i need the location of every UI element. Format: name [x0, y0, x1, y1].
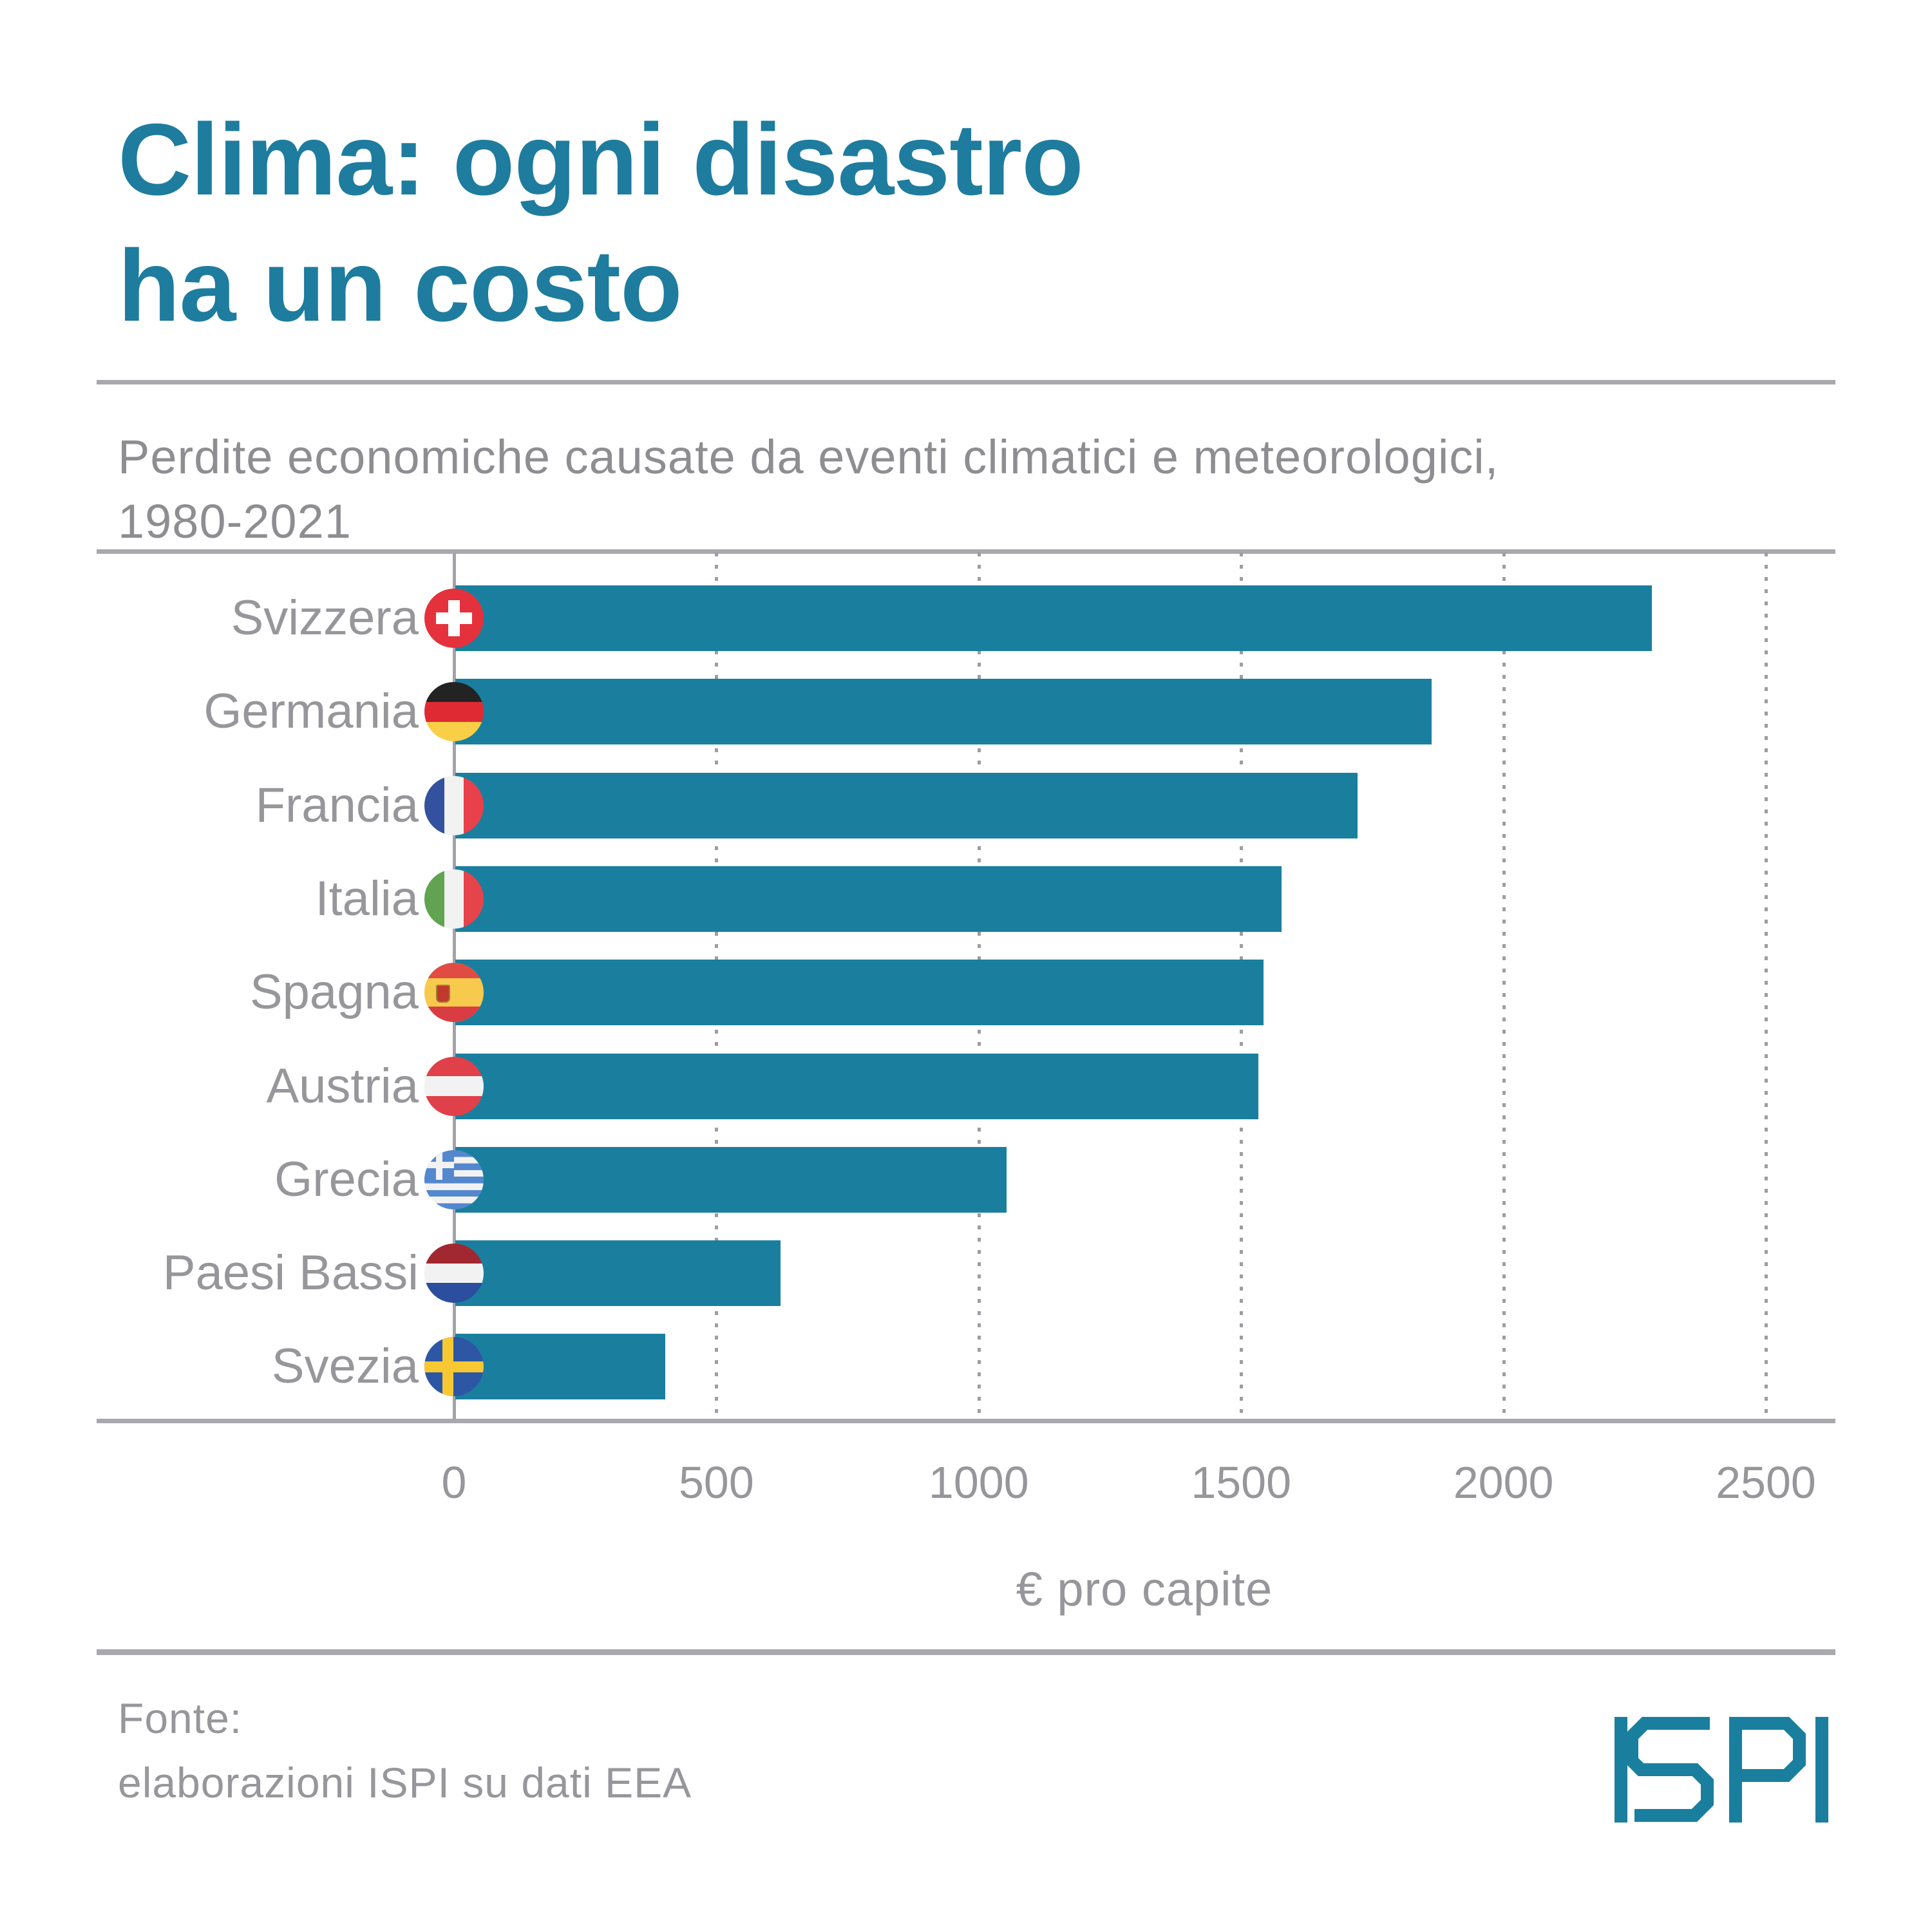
- flag-austria-icon: [424, 1056, 484, 1116]
- flag-spain-icon: [424, 963, 484, 1023]
- plot-top-border: [97, 549, 1835, 554]
- footer-divider: [97, 1649, 1835, 1655]
- ispi-logo-letter-s: [1625, 1717, 1714, 1822]
- x-tick-label-1500: 1500: [1191, 1457, 1292, 1508]
- swiss-cross-horizontal: [436, 612, 472, 624]
- bar-germania: [455, 679, 1432, 745]
- title-divider: [97, 380, 1835, 384]
- x-tick-label-0: 0: [441, 1457, 467, 1508]
- ispi-logo-letter-p: [1729, 1717, 1806, 1823]
- flag-band-0: [424, 682, 484, 703]
- flag-band-1: [424, 1076, 484, 1097]
- source-note: Fonte: elaborazioni ISPI su dati EEA: [118, 1686, 692, 1815]
- country-label-svezia: Svezia: [271, 1339, 419, 1394]
- flag-band-0: [424, 1244, 484, 1264]
- ispi-logo: [1615, 1717, 1828, 1823]
- source-note-line2: elaborazioni ISPI su dati EEA: [118, 1759, 692, 1806]
- country-label-grecia: Grecia: [274, 1151, 419, 1207]
- spain-coat-of-arms: [436, 985, 450, 1003]
- flag-netherlands-icon: [424, 1244, 484, 1303]
- flag-greece-icon: [424, 1150, 484, 1209]
- country-label-spagna: Spagna: [249, 965, 419, 1020]
- flag-germany-icon: [424, 682, 484, 742]
- bar-paesi-bassi: [455, 1240, 781, 1307]
- x-axis-title: € pro capite: [1016, 1562, 1273, 1616]
- bar-spagna: [455, 960, 1264, 1026]
- flag-switzerland-icon: [424, 589, 484, 648]
- greece-canton: [424, 1150, 454, 1180]
- flag-band-1: [424, 1263, 484, 1283]
- gridline-2000: [1502, 553, 1506, 1420]
- flag-band-0: [424, 1056, 484, 1077]
- x-axis-line: [97, 1419, 1835, 1423]
- bar-svezia: [455, 1334, 665, 1400]
- flag-band-1: [424, 701, 484, 723]
- flag-vband-1: [444, 775, 464, 835]
- bar-austria: [455, 1053, 1258, 1119]
- spain-band-bottom: [424, 1007, 484, 1023]
- flag-vband-0: [424, 775, 445, 835]
- flag-band-2: [424, 1095, 484, 1116]
- x-tick-label-500: 500: [678, 1457, 754, 1508]
- country-label-italia: Italia: [315, 871, 419, 926]
- country-label-svizzera: Svizzera: [231, 591, 419, 645]
- source-note-line1: Fonte:: [118, 1694, 243, 1742]
- page-title-line2: ha un costo: [118, 229, 683, 343]
- bar-grecia: [455, 1146, 1007, 1213]
- x-tick-label-2500: 2500: [1716, 1457, 1816, 1508]
- gridline-2500: [1765, 553, 1768, 1420]
- flag-band-2: [424, 721, 484, 742]
- greece-cross-horizontal: [424, 1161, 454, 1168]
- bar-francia: [455, 772, 1358, 838]
- spain-band-top: [424, 963, 484, 979]
- flag-sweden-icon: [424, 1337, 484, 1397]
- flag-vband-1: [444, 869, 464, 929]
- page-title: Clima: ogni disastro ha un costo: [118, 97, 1084, 349]
- bar-svizzera: [455, 585, 1652, 651]
- chart-subtitle-line2: 1980-2021: [118, 495, 352, 548]
- country-label-germania: Germania: [204, 684, 419, 739]
- country-label-francia: Francia: [255, 777, 419, 833]
- country-label-austria: Austria: [266, 1058, 419, 1113]
- x-tick-label-2000: 2000: [1453, 1457, 1554, 1508]
- x-tick-label-1000: 1000: [928, 1457, 1029, 1508]
- page-title-line1: Clima: ogni disastro: [118, 103, 1084, 216]
- chart-subtitle-line1: Perdite economiche causate da eventi cli…: [118, 430, 1499, 484]
- country-label-paesi-bassi: Paesi Bassi: [162, 1245, 419, 1301]
- flag-vband-2: [464, 869, 484, 929]
- sweden-cross-horizontal: [424, 1361, 484, 1373]
- bar-italia: [455, 866, 1282, 932]
- flag-vband-0: [424, 869, 445, 929]
- flag-vband-2: [464, 775, 484, 835]
- chart-subtitle: Perdite economiche causate da eventi cli…: [118, 425, 1499, 554]
- flag-france-icon: [424, 775, 484, 835]
- flag-italy-icon: [424, 869, 484, 929]
- flag-band-2: [424, 1283, 484, 1303]
